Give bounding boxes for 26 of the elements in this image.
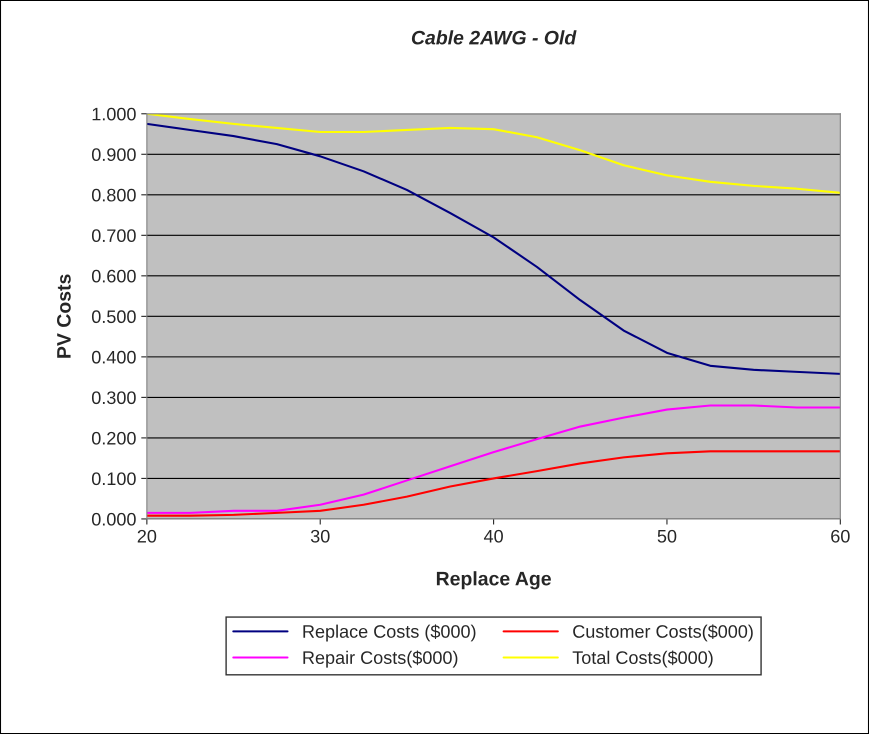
- y-tick-label: 0.100: [92, 472, 136, 486]
- y-tick-label: 1.000: [92, 108, 136, 120]
- y-tick-label: 0.000: [92, 512, 136, 526]
- chart-title: Cable 2AWG - Old: [412, 30, 577, 45]
- y-tick-label: 0.600: [92, 270, 136, 283]
- legend-label: Replace Costs ($000): [303, 624, 476, 642]
- legend-label: Repair Costs($000): [303, 650, 458, 668]
- y-tick-label: 0.300: [92, 391, 136, 404]
- y-axis-title: PV Costs: [56, 274, 71, 358]
- line-series: [146, 404, 840, 514]
- x-tick-label: 40: [484, 530, 503, 543]
- y-tick-label: 0.800: [92, 188, 136, 202]
- x-tick-label: 20: [138, 530, 156, 543]
- y-tick-label: 0.500: [92, 310, 136, 324]
- line-series: [146, 122, 840, 375]
- x-axis-title: Replace Age: [436, 571, 551, 590]
- legend-label: Customer Costs($000): [573, 624, 753, 642]
- x-tick-label: 50: [658, 530, 676, 543]
- y-tick-label: 0.900: [92, 148, 136, 162]
- legend-label: Total Costs($000): [572, 650, 713, 668]
- x-tick-label: 60: [831, 530, 850, 543]
- x-tick-label: 30: [310, 530, 330, 543]
- y-tick-label: 0.200: [92, 432, 136, 445]
- y-tick-label: 0.700: [92, 229, 136, 242]
- y-tick-label: 0.400: [92, 350, 136, 364]
- line-series: [146, 450, 840, 517]
